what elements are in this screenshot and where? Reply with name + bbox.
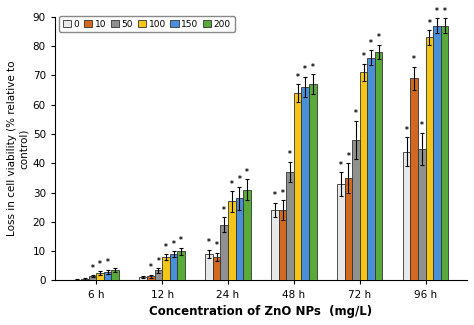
Bar (345, 178, 352, 280)
X-axis label: Concentration of ZnO NPs  (mg/L): Concentration of ZnO NPs (mg/L) (149, 305, 373, 318)
Text: *: * (362, 52, 365, 61)
Bar (309, 84, 317, 280)
Bar (81, 279, 89, 280)
Text: *: * (428, 19, 431, 28)
Bar (236, 199, 243, 280)
Bar (403, 151, 410, 280)
Text: *: * (377, 33, 381, 42)
Text: *: * (273, 191, 277, 201)
Text: *: * (443, 7, 447, 16)
Text: *: * (296, 73, 300, 82)
Bar (337, 184, 345, 280)
Text: *: * (354, 110, 358, 118)
Text: *: * (435, 7, 439, 16)
Bar (220, 225, 228, 280)
Text: *: * (149, 263, 153, 272)
Text: *: * (172, 240, 175, 249)
Bar (170, 254, 177, 280)
Text: *: * (237, 176, 241, 184)
Bar (367, 58, 375, 280)
Y-axis label: Loss in cell viability (% relative to
control): Loss in cell viability (% relative to co… (7, 61, 28, 236)
Text: *: * (91, 264, 94, 273)
Bar (301, 87, 309, 280)
Text: *: * (412, 55, 416, 64)
Text: *: * (106, 258, 109, 267)
Legend: 0, 10, 50, 100, 150, 200: 0, 10, 50, 100, 150, 200 (59, 16, 235, 32)
Bar (433, 26, 441, 280)
Bar (89, 276, 96, 280)
Bar (111, 270, 119, 280)
Bar (205, 254, 213, 280)
Text: *: * (303, 66, 307, 74)
Bar (294, 93, 301, 280)
Bar (375, 52, 383, 280)
Bar (139, 277, 147, 280)
Bar (286, 172, 294, 280)
Bar (243, 190, 251, 280)
Bar (441, 26, 448, 280)
Bar (410, 78, 418, 280)
Bar (177, 251, 185, 280)
Bar (147, 276, 155, 280)
Text: *: * (346, 152, 350, 161)
Text: *: * (245, 168, 249, 177)
Text: *: * (281, 188, 284, 198)
Text: *: * (288, 150, 292, 160)
Text: *: * (207, 238, 211, 247)
Text: *: * (311, 63, 315, 72)
Text: *: * (222, 206, 226, 215)
Bar (360, 72, 367, 280)
Bar (279, 210, 286, 280)
Text: *: * (405, 125, 409, 135)
Text: *: * (179, 236, 183, 245)
Bar (162, 257, 170, 280)
Text: *: * (230, 180, 234, 189)
Text: *: * (156, 256, 160, 266)
Bar (96, 273, 104, 280)
Bar (271, 210, 279, 280)
Bar (418, 149, 426, 280)
Text: *: * (339, 161, 343, 170)
Text: *: * (369, 39, 373, 48)
Bar (426, 37, 433, 280)
Text: *: * (420, 121, 424, 130)
Text: *: * (215, 241, 219, 250)
Bar (213, 257, 220, 280)
Bar (228, 202, 236, 280)
Bar (155, 270, 162, 280)
Bar (104, 272, 111, 280)
Text: *: * (98, 260, 102, 269)
Text: *: * (164, 243, 168, 252)
Bar (352, 140, 360, 280)
